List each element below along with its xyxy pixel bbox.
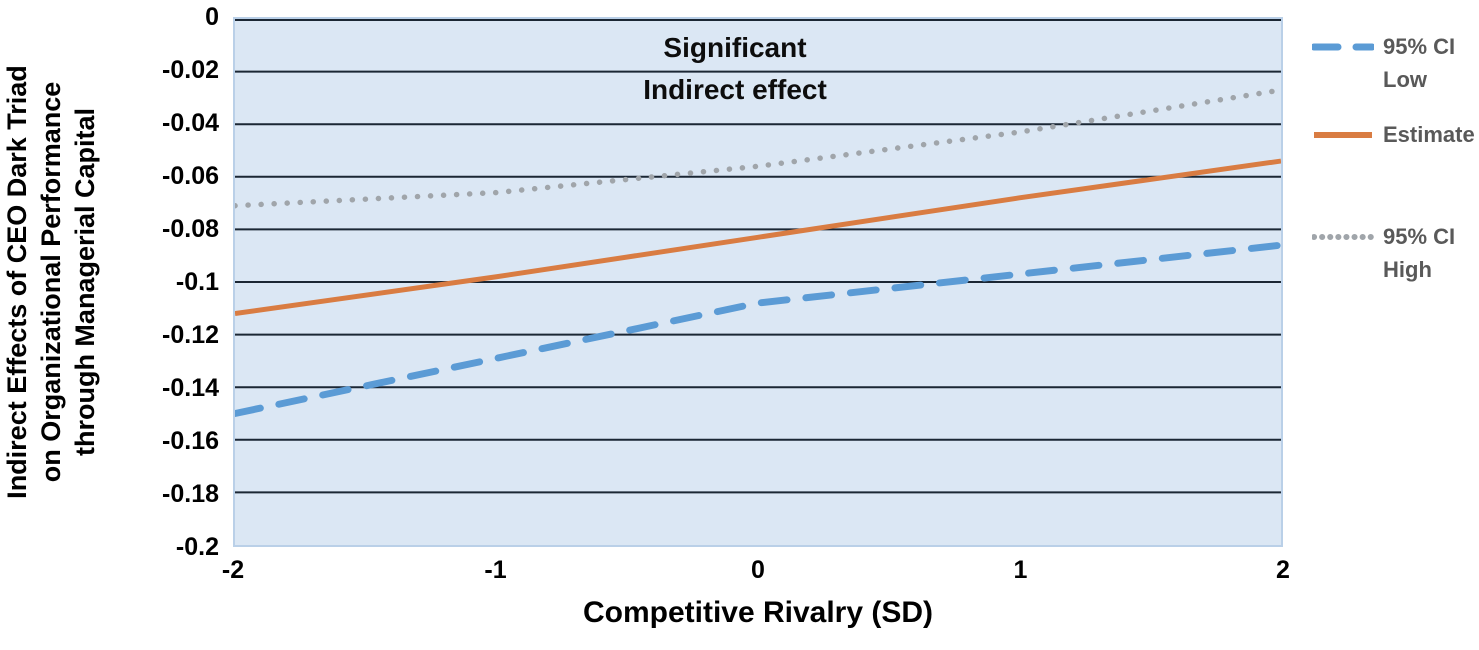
y-tick-label: -0.2: [175, 533, 219, 561]
legend-label: 95% CI: [1383, 34, 1456, 59]
y-tick-label: -0.12: [162, 321, 219, 349]
y-tick-label: -0.16: [162, 427, 219, 455]
annotation-significant-indirect-effect: Significant Indirect effect: [643, 27, 827, 111]
y-tick-label: -0.1: [175, 268, 219, 296]
legend-item-estimate: Estimate: [1312, 118, 1475, 151]
y-tick-label: -0.18: [162, 480, 219, 508]
chart-canvas: [235, 19, 1281, 494]
x-tick-label: 2: [1276, 556, 1290, 584]
series-line-95-ci-high: [235, 87, 1281, 209]
legend-label: Estimate: [1383, 122, 1475, 147]
x-tick-label: -2: [221, 556, 245, 584]
legend-label: 95% CI: [1383, 224, 1456, 249]
annotation-line: Significant: [663, 32, 807, 63]
y-tick-label: -0.06: [162, 162, 219, 190]
ci-high-dotted-line-icon: [1312, 234, 1374, 240]
y-tick-label: -0.04: [162, 109, 219, 137]
estimate-solid-line-icon: [1314, 132, 1372, 138]
x-tick-label: -1: [484, 556, 507, 584]
series-line-95-ci-low: [235, 241, 1281, 417]
y-tick-label: -0.08: [162, 215, 219, 243]
y-tick-label: 0: [205, 3, 219, 31]
legend-label: High: [1383, 257, 1432, 282]
legend-label: Low: [1383, 67, 1427, 92]
ci-low-dashed-line-icon: [1312, 43, 1374, 51]
y-tick-label: -0.02: [162, 56, 219, 84]
legend-item-ci-low: 95% CI Low: [1312, 30, 1455, 96]
plot-area: Significant Indirect effect: [233, 17, 1283, 547]
series-line-estimate: [235, 158, 1281, 317]
annotation-line: Indirect effect: [643, 74, 827, 105]
x-tick-label: 0: [751, 556, 765, 584]
legend-item-ci-high: 95% CI High: [1312, 220, 1455, 286]
x-tick-label: 1: [1013, 556, 1028, 584]
x-axis-title: Competitive Rivalry (SD): [582, 596, 934, 629]
y-tick-label: -0.14: [162, 374, 219, 402]
